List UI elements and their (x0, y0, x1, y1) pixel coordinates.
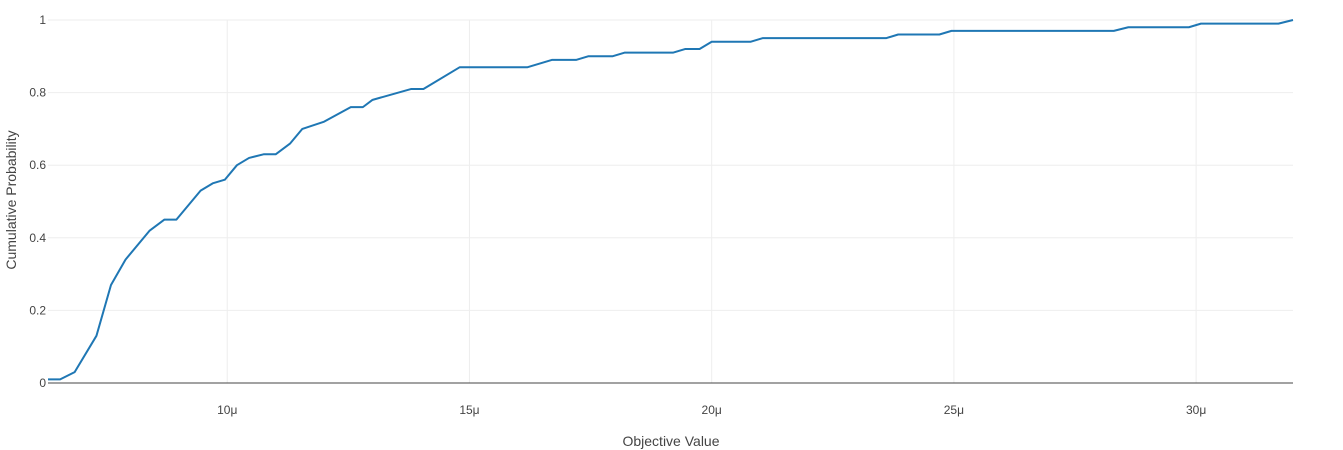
x-tick-label: 10μ (217, 403, 237, 417)
y-tick-label: 0.8 (29, 86, 46, 100)
y-tick-label: 0.2 (29, 303, 46, 317)
y-tick-label: 0.6 (29, 158, 46, 172)
grid-layer (48, 19, 1293, 383)
x-tick-label: 25μ (944, 403, 964, 417)
cdf-series-line (48, 19, 1294, 381)
y-tick-label: 0.4 (29, 231, 46, 245)
x-axis-title: Objective Value (622, 433, 719, 449)
x-tick-label: 15μ (459, 403, 479, 417)
x-tick-label: 20μ (702, 403, 722, 417)
y-tick-label: 1 (39, 13, 46, 27)
x-tick-label: 30μ (1186, 403, 1206, 417)
tick-label-layer: 0 0.2 0.4 0.6 0.8 1 10μ 15μ 20μ 25μ 30μ (29, 13, 1206, 417)
y-axis-title: Cumulative Probability (3, 130, 19, 269)
series-layer (48, 19, 1294, 381)
y-tick-label: 0 (39, 376, 46, 390)
